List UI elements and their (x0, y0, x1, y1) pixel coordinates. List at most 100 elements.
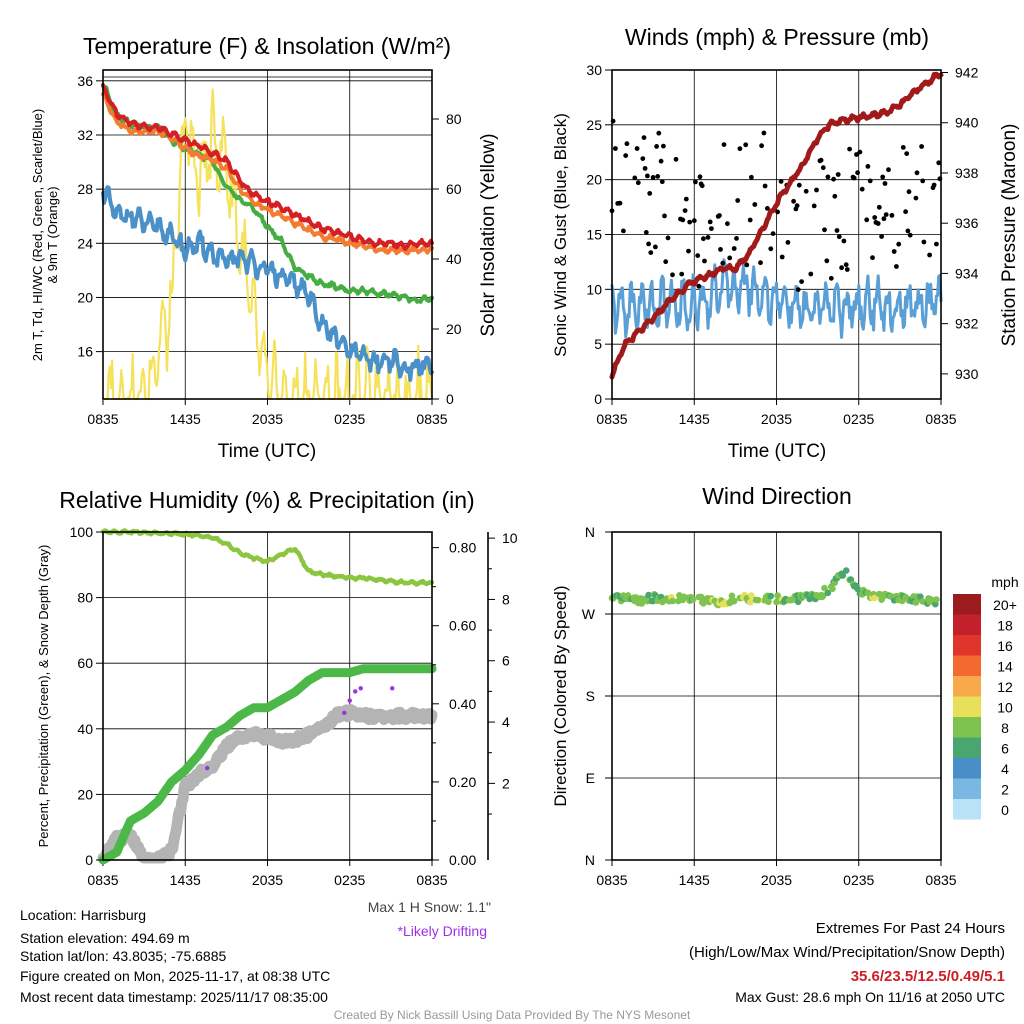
y2-tick-label: 934 (955, 265, 979, 281)
gust-point (720, 260, 726, 266)
gust-point (768, 246, 774, 252)
gust-point (818, 157, 824, 163)
legend-swatch (953, 717, 981, 738)
gust-point (744, 262, 750, 268)
x-tick-label: 0235 (334, 411, 365, 427)
gust-point (737, 146, 743, 152)
gust-point (828, 275, 834, 281)
gust-point (617, 200, 623, 206)
gust-point (702, 258, 707, 264)
gust-point (791, 198, 796, 204)
legend-label: 2 (1001, 782, 1009, 798)
gust-point (735, 198, 741, 203)
gust-point (709, 226, 714, 232)
drifting-mark (342, 710, 347, 716)
gust-point (891, 249, 897, 254)
direction-point (748, 592, 755, 599)
y2-tick-label: 0 (446, 391, 454, 407)
gust-point (876, 204, 882, 210)
y3-tick-label: 6 (502, 653, 510, 669)
extremes-subtitle: (High/Low/Max Wind/Precipitation/Snow De… (689, 944, 1005, 961)
gust-point (824, 258, 830, 264)
gust-point (835, 172, 841, 177)
gust-point (642, 166, 648, 171)
gust-point (613, 146, 618, 151)
gust-point (896, 241, 902, 247)
gust-point (825, 174, 831, 180)
legend-swatch (953, 676, 981, 697)
y2-tick-label: 80 (446, 111, 462, 127)
precipitation-line (98, 664, 437, 865)
sonic-wind-line (610, 258, 943, 339)
x-tick-label: 0835 (925, 872, 956, 888)
gust-point (673, 156, 679, 162)
x-axis-label: Time (UTC) (728, 441, 827, 462)
x-axis-label: Time (UTC) (218, 441, 317, 462)
extremes-values: 35.6/23.5/12.5/0.49/5.1 (851, 968, 1005, 985)
gust-point (653, 244, 658, 250)
gust-point (654, 144, 659, 149)
gust-point (761, 130, 767, 136)
panel-1 (611, 69, 942, 405)
x-tick-label: 0835 (416, 872, 447, 888)
y-axis-label: 2m T, Td, HI/WC (Red, Green, Scarlet/Blu… (30, 109, 45, 361)
gust-point (624, 141, 630, 147)
rh-line (100, 528, 435, 587)
x-tick-label: 2035 (761, 411, 792, 427)
plot-border (102, 531, 433, 861)
gust-point (834, 228, 840, 233)
y-tick-label: N (585, 524, 595, 540)
legend-swatch (953, 655, 981, 676)
y-tick-label: 25 (586, 117, 602, 133)
gust-point (855, 170, 860, 176)
gust-point (889, 213, 895, 218)
max-gust: Max Gust: 28.6 mph On 11/16 at 2050 UTC (735, 989, 1005, 1005)
direction-point (767, 592, 775, 600)
legend-swatch (953, 696, 981, 717)
direction-point (728, 592, 736, 600)
direction-point (829, 585, 836, 593)
gust-point (820, 165, 826, 171)
y-tick-label: 80 (77, 590, 93, 606)
y2-tick-label: 938 (955, 165, 979, 181)
y2-tick-label: 936 (955, 215, 979, 231)
y-tick-label: E (586, 770, 595, 786)
gust-point (775, 209, 780, 215)
plot-border (102, 69, 433, 400)
gust-point (701, 236, 706, 242)
gust-point (903, 209, 908, 215)
gust-point (927, 252, 932, 258)
y-tick-label: N (585, 852, 595, 868)
pressure-line (609, 71, 944, 380)
gust-point (643, 230, 649, 235)
insolation-line (101, 88, 434, 401)
y2-tick-label: 40 (446, 251, 462, 267)
y-tick-label: 30 (586, 62, 602, 78)
gust-point (794, 203, 800, 209)
drifting-mark (358, 686, 363, 691)
direction-point (669, 597, 676, 605)
x-tick-label: 0235 (843, 411, 874, 427)
y-tick-label: 100 (70, 524, 94, 540)
gust-point (696, 283, 702, 289)
y-tick-label: 20 (77, 786, 93, 802)
legend-swatch (953, 758, 981, 779)
x-tick-label: 1435 (679, 411, 710, 427)
series-line-2m-t (101, 83, 434, 251)
y2-tick-label: 0.20 (449, 774, 476, 790)
gust-point (686, 248, 691, 254)
gust-point (621, 228, 626, 234)
gust-point (655, 174, 661, 179)
gust-point (872, 215, 878, 220)
gust-point (900, 145, 906, 150)
y2-tick-label: 20 (446, 321, 462, 337)
y2-axis-label: Station Pressure (Maroon) (999, 124, 1020, 347)
direction-point (765, 598, 772, 606)
gust-point (875, 221, 881, 226)
gust-point (841, 238, 847, 244)
x-tick-label: 1435 (170, 872, 201, 888)
gust-point (640, 156, 646, 162)
legend-label: 14 (997, 659, 1013, 675)
gust-point (880, 174, 886, 180)
gust-point (683, 196, 689, 202)
